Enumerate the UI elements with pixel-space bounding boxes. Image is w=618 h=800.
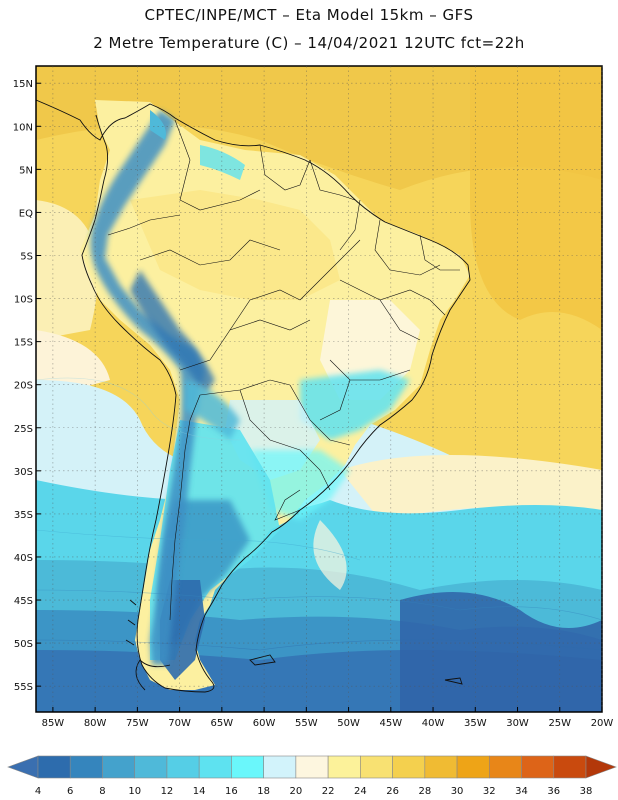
lat-label: EQ	[19, 208, 33, 219]
colorbar-label: 24	[354, 786, 367, 797]
colorbar-swatch	[69, 755, 103, 779]
colorbar-swatch	[392, 755, 426, 779]
lon-label: 30W	[506, 718, 529, 729]
lon-label: 70W	[168, 718, 191, 729]
colorbar-swatch	[360, 755, 393, 779]
colorbar-label: 30	[451, 786, 464, 797]
colorbar-swatch	[263, 755, 297, 779]
lat-label: 55S	[14, 682, 33, 693]
temperature-field	[36, 66, 602, 712]
colorbar-label: 32	[483, 786, 496, 797]
colorbar-swatch	[553, 755, 587, 779]
colorbar-swatch	[166, 755, 200, 779]
colorbar-label: 12	[161, 786, 174, 797]
colorbar-swatch	[456, 755, 490, 779]
lon-label: 20W	[591, 718, 614, 729]
colorbar-swatch	[424, 755, 458, 779]
colorbar-swatch	[327, 755, 361, 779]
lon-label: 80W	[84, 718, 107, 729]
lat-label: 5S	[20, 251, 33, 262]
lon-label: 65W	[211, 718, 234, 729]
lon-label: 35W	[464, 718, 487, 729]
lon-label: 75W	[126, 718, 149, 729]
colorbar-swatch	[198, 755, 232, 779]
lon-label: 60W	[253, 718, 276, 729]
map-title: CPTEC/INPE/MCT – Eta Model 15km – GFS	[144, 6, 474, 24]
colorbar-label: 4	[35, 786, 41, 797]
lat-label: 25S	[14, 424, 33, 435]
lon-label: 25W	[548, 718, 571, 729]
lat-label: 45S	[14, 596, 33, 607]
colorbar-swatch	[231, 755, 264, 779]
country-borders	[107, 119, 460, 621]
lat-label: 50S	[14, 639, 33, 650]
graticule	[36, 66, 603, 712]
map-frame	[35, 65, 603, 713]
colorbar-swatch	[37, 755, 71, 779]
colorbar-label: 16	[225, 786, 238, 797]
lat-label: 30S	[14, 467, 33, 478]
lon-label: 45W	[379, 718, 402, 729]
colorbar-swatch	[134, 755, 168, 779]
colorbar-label: 14	[193, 786, 206, 797]
map-subtitle: 2 Metre Temperature (C) – 14/04/2021 12U…	[93, 34, 525, 52]
colorbar-label: 10	[128, 786, 141, 797]
colorbar-label: 8	[99, 786, 105, 797]
lat-label: 10S	[14, 295, 33, 306]
colorbar-swatch	[488, 755, 522, 779]
colorbar-label: 18	[257, 786, 270, 797]
colorbar-label: 20	[290, 786, 303, 797]
colorbar-low-arrow	[7, 755, 39, 779]
lat-label: 35S	[14, 510, 33, 521]
colorbar-label: 36	[547, 786, 560, 797]
colorbar-swatch	[102, 755, 136, 779]
lon-label: 40W	[422, 718, 445, 729]
colorbar-label: 22	[322, 786, 335, 797]
lat-label: 40S	[14, 553, 33, 564]
colorbar-swatch	[521, 755, 555, 779]
colorbar-swatch	[295, 755, 329, 779]
axis-labels: 85W 80W 75W 70W 65W 60W 55W 50W 45W 40W 35W 30W 25W 2…	[13, 79, 614, 729]
colorbar-high-arrow	[585, 755, 617, 779]
colorbar-label: 28	[418, 786, 431, 797]
lat-label: 10N	[13, 122, 33, 133]
colorbar-label: 6	[67, 786, 73, 797]
lon-label: 55W	[295, 718, 318, 729]
lon-label: 50W	[337, 718, 360, 729]
colorbar-label: 38	[580, 786, 593, 797]
colorbar-label: 26	[386, 786, 399, 797]
lon-label: 85W	[42, 718, 65, 729]
colorbar: 4 6 8 10 12 14 16 18 20 22 24 26 28 30 32 34 36 38	[7, 755, 617, 797]
lat-label: 20S	[14, 381, 33, 392]
lat-label: 15S	[14, 338, 33, 349]
coastline	[36, 99, 471, 693]
colorbar-label: 34	[515, 786, 528, 797]
lat-label: 15N	[13, 79, 33, 90]
lat-label: 5N	[19, 165, 33, 176]
